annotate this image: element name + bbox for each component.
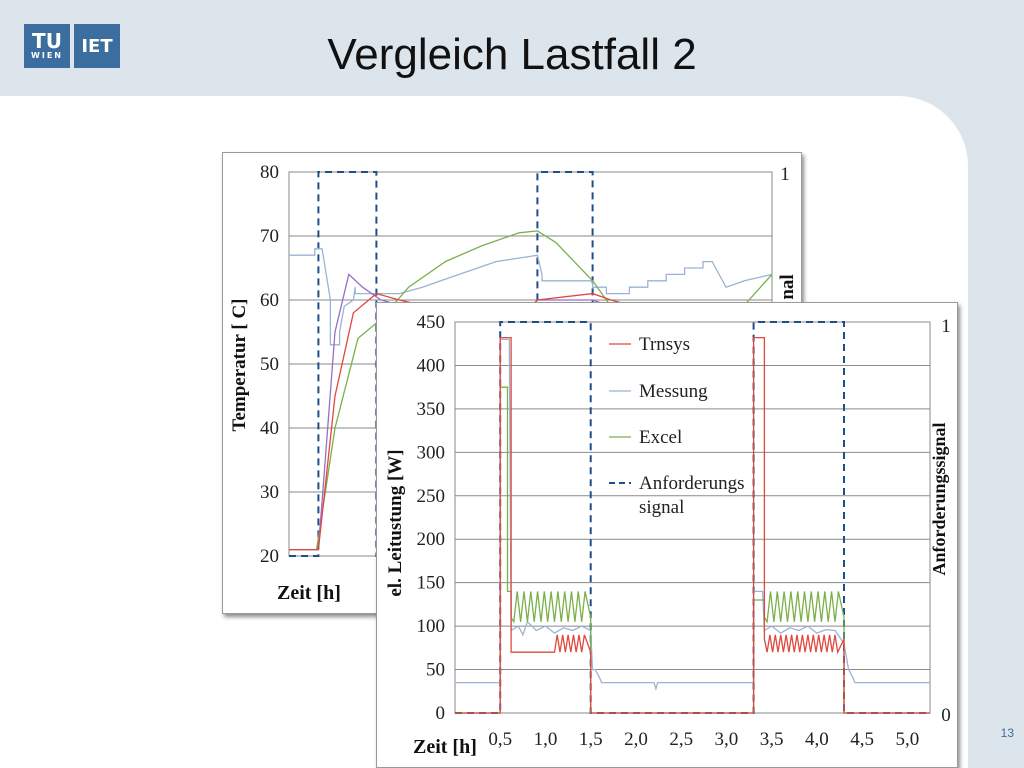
tu-logo-text: TU xyxy=(32,29,62,53)
power-chart-svg: 0 50 100 150 200 250 300 350 400 450 0,5 1,0 1,5 2,0 2… xyxy=(385,312,951,758)
y-tick-label: 150 xyxy=(417,573,446,594)
y-tick-label: 250 xyxy=(417,486,446,507)
y-tick-label: 100 xyxy=(417,616,446,637)
tu-wien-logo: TU WIEN xyxy=(24,24,70,68)
x-tick-label: 2,5 xyxy=(669,729,693,750)
y-tick-label: 40 xyxy=(260,418,279,439)
y2-tick-label: 1 xyxy=(941,316,951,337)
page-number: 13 xyxy=(1000,726,1014,740)
iet-logo-text: IET xyxy=(81,35,113,57)
trnsys-series-line xyxy=(455,336,930,714)
y-tick-label: 30 xyxy=(260,482,279,503)
x-tick-label: 4,0 xyxy=(805,729,829,750)
legend-signal-label: Anforderungs signal xyxy=(639,473,745,518)
x-tick-label: 3,5 xyxy=(760,729,784,750)
y2-tick-label: 1 xyxy=(780,164,790,185)
x-tick-label: 5,0 xyxy=(896,729,920,750)
y-tick-label: 400 xyxy=(417,355,446,376)
x-tick-label: 1,0 xyxy=(534,729,558,750)
x-tick-label: 4,5 xyxy=(850,729,874,750)
x-tick-label: 1,5 xyxy=(579,729,603,750)
y-tick-label: 60 xyxy=(260,290,279,311)
legend-trnsys-label: Trnsys xyxy=(639,334,690,355)
power-chart: 0 50 100 150 200 250 300 350 400 450 0,5 1,0 1,5 2,0 2… xyxy=(376,302,958,768)
messung-series-line xyxy=(455,338,930,691)
legend-excel-label: Excel xyxy=(639,427,682,448)
y-tick-label: 200 xyxy=(417,529,446,550)
legend-messung-label: Messung xyxy=(639,381,708,402)
y-tick-label: 50 xyxy=(426,660,445,681)
y-tick-label: 300 xyxy=(417,442,446,463)
header-band xyxy=(0,0,1024,96)
x-axis-label: Zeit [h] xyxy=(413,736,477,758)
y2-axis-label: nal xyxy=(777,274,798,299)
y2-tick-label: 0 xyxy=(941,705,951,726)
x-tick-label: 2,0 xyxy=(624,729,648,750)
x-tick-label: 3,0 xyxy=(715,729,739,750)
y-axis-label: Temperatur [ C] xyxy=(229,299,250,432)
messung-series-line xyxy=(289,248,773,346)
plot-area xyxy=(454,321,931,714)
chart-legend: Trnsys Messung Excel Anforderungs signal xyxy=(609,334,745,518)
y-tick-label: 20 xyxy=(260,546,279,567)
iet-logo: IET xyxy=(72,24,120,68)
y-tick-label: 80 xyxy=(260,162,279,183)
y-tick-label: 70 xyxy=(260,226,279,247)
slide-title: Vergleich Lastfall 2 xyxy=(327,30,697,79)
y-tick-label: 450 xyxy=(417,312,446,333)
y-tick-label: 50 xyxy=(260,354,279,375)
x-axis-label: Zeit [h] xyxy=(277,582,341,604)
wien-logo-text: WIEN xyxy=(31,51,63,60)
x-tick-label: 0,5 xyxy=(488,729,512,750)
y2-axis-label: Anforderungssignal xyxy=(929,422,949,575)
y-axis-label: el. Leitustung [W] xyxy=(385,449,406,596)
y-tick-label: 350 xyxy=(417,399,446,420)
y-tick-label: 0 xyxy=(436,703,446,724)
